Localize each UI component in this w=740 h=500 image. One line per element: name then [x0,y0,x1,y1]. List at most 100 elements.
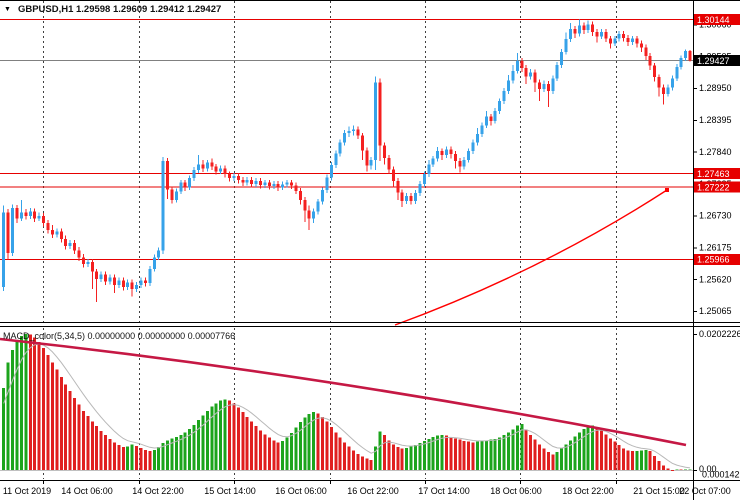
candle [170,189,174,200]
macd-histogram-bar [568,440,572,470]
macd-histogram-bar [347,446,351,470]
candle [117,280,121,285]
macd-histogram-bar [639,450,643,470]
macd-histogram-bar [369,459,373,470]
candle [431,158,435,165]
candle [143,280,147,284]
candle [276,183,280,188]
price-badge-label: 1.30144 [697,15,730,25]
macd-histogram-bar [670,470,674,471]
macd-histogram-bar [573,436,577,470]
macd-histogram-bar [64,384,68,470]
candle [64,238,68,246]
candle [577,25,581,34]
candle [489,116,493,121]
macd-histogram-bar [267,437,271,470]
symbol-dropdown-icon[interactable]: ▼ [4,5,11,13]
macd-histogram-bar [210,406,214,470]
candle [387,158,391,170]
time-axis-label: 16 Oct 06:00 [275,486,327,496]
candle [591,24,595,32]
macd-histogram-bar [228,400,232,470]
price-tick-label: 1.26175 [699,243,732,253]
macd-histogram-bar [537,444,541,470]
macd-histogram-bar [161,443,165,470]
macd-histogram-bar [135,445,139,470]
candle [174,191,178,200]
candle [121,280,125,288]
window-separator [0,326,740,327]
candle [520,61,524,68]
macd-histogram-bar [577,432,581,470]
descending-trendline [0,337,687,447]
candle [294,185,298,191]
price-tick-label: 1.25065 [699,306,732,316]
candle [307,210,311,219]
price-badge-label: 1.29427 [697,56,730,66]
macd-histogram-bar [197,420,201,470]
macd-histogram-bar [214,403,218,470]
time-axis-border [0,480,740,481]
macd-histogram-bar [126,446,130,470]
macd-histogram-bar [259,430,263,470]
time-axis-labels: 11 Oct 2019 14 Oct 06:00 14 Oct 22:00 15 Oc… [3,486,731,496]
candle [471,142,475,152]
macd-histogram-bar [679,469,683,471]
macd-histogram-bar [515,425,519,470]
macd-histogram-bar [329,426,333,470]
candle [480,125,484,134]
time-axis-label: 17 Oct 14:00 [418,486,470,496]
macd-axis-labels: 0.0202226 0.000.0001429 [693,329,740,480]
macd-histogram-bar [192,424,196,470]
candle [449,149,453,155]
macd-histogram-bar [117,445,121,470]
candle [436,151,440,159]
macd-histogram-bar [303,417,307,470]
candle [498,101,502,111]
chart-titlebar: ▼ GBPUSD,H1 1.29598 1.29609 1.29412 1.29… [4,3,221,15]
macd-histogram-bar [653,455,657,470]
candle [126,282,130,288]
macd-histogram-bar [480,441,484,470]
macd-histogram-bar [475,441,479,470]
candle [228,174,232,179]
macd-histogram-bar [684,469,688,471]
candle [546,84,550,91]
candle [90,261,94,272]
macd-histogram-bar [462,441,466,470]
candle [112,277,116,285]
macd-histogram-bar [502,434,506,470]
macd-histogram-bar [73,397,77,470]
price-badge-label: 1.27222 [697,183,730,193]
time-axis-label: 16 Oct 22:00 [347,486,399,496]
macd-histogram-bar [321,416,325,470]
macd-histogram-bar [112,442,116,470]
macd-histogram-bar [250,421,254,470]
macd-histogram-bar [458,439,462,470]
price-tick-label: 1.28395 [699,115,732,125]
candle [462,159,466,167]
candle [453,154,457,161]
macd-histogram-bar [68,391,72,470]
macd-histogram-bar [298,422,302,470]
candle [458,160,462,167]
candle [6,212,10,253]
macd-histogram-bar [391,444,395,470]
time-axis-label: 21 Oct 15:00 [633,486,685,496]
macd-histogram-bar [555,451,559,470]
macd-histogram-bar [360,456,364,470]
candle [2,212,6,288]
candle [684,50,688,59]
macd-histogram-bar [414,445,418,470]
price-tick-label: 1.27840 [699,147,732,157]
macd-histogram-bar [19,336,23,470]
candle [551,78,555,91]
candle [405,195,409,202]
candle [245,179,249,183]
price-badge-label: 1.25966 [697,255,730,265]
candle [28,211,32,217]
candle [303,199,307,211]
candle [99,274,103,280]
macd-histogram-bar [582,428,586,470]
